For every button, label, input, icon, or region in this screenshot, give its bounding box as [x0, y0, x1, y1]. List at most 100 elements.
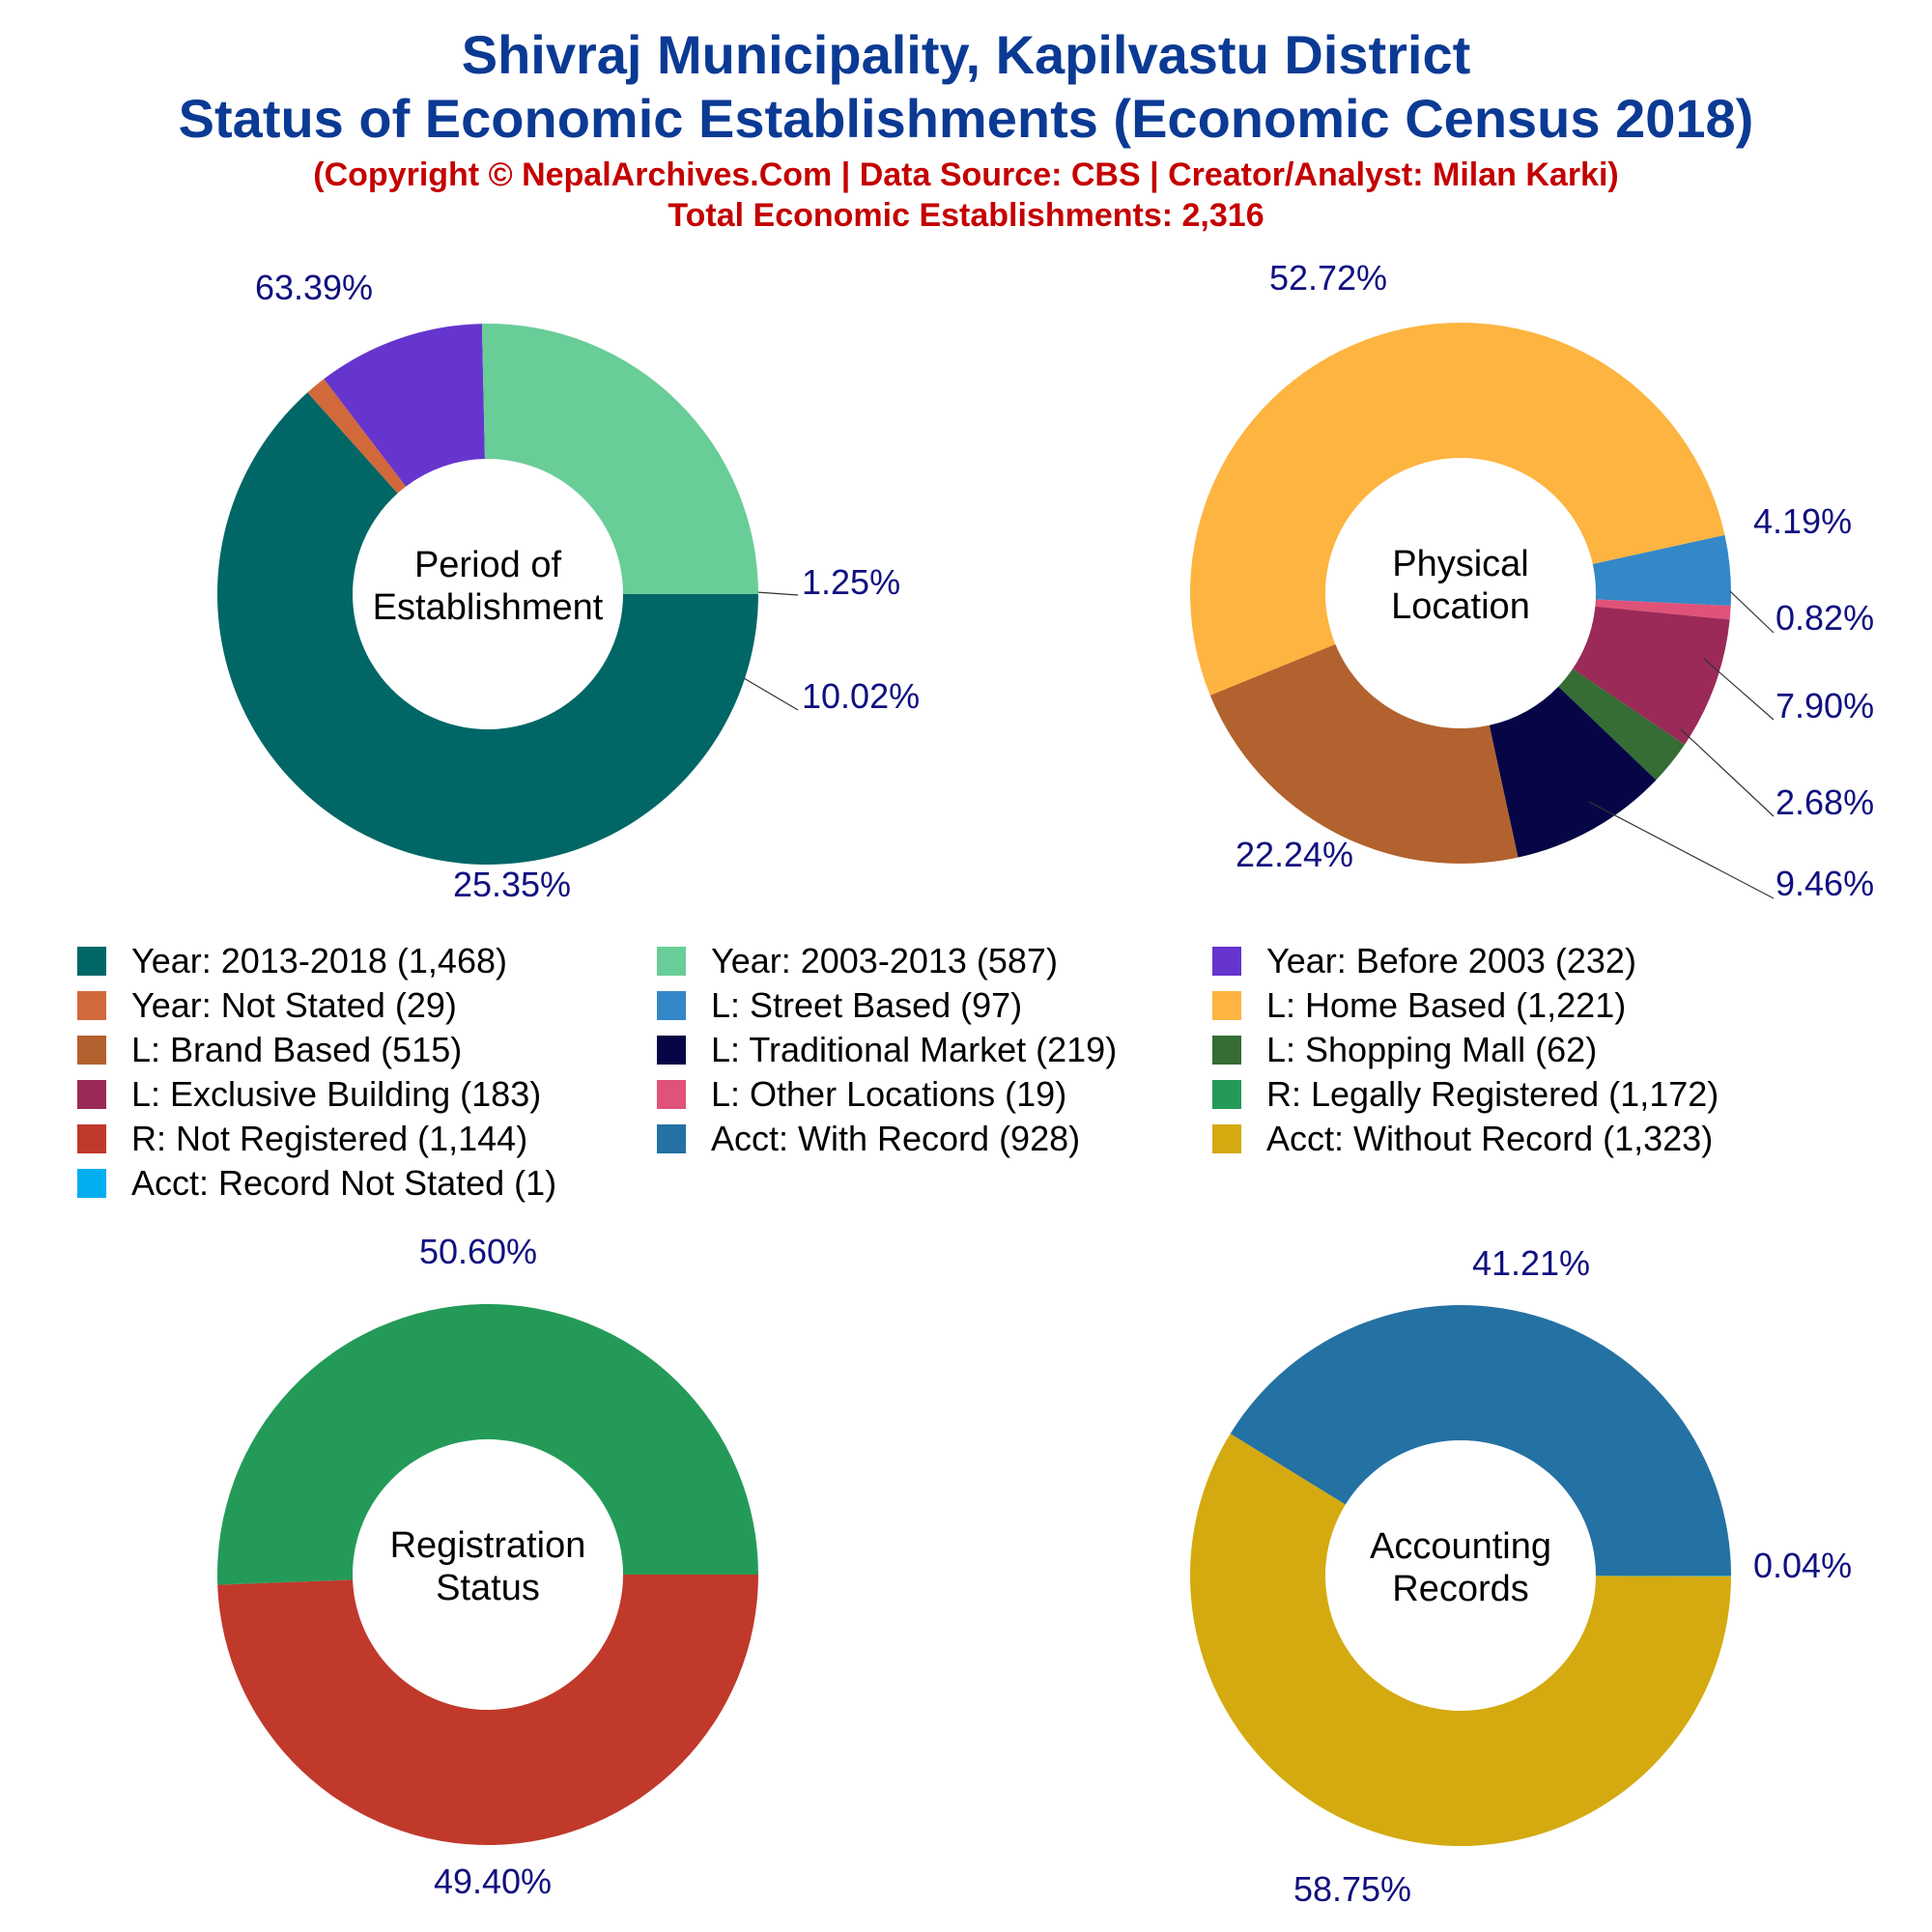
legend-label: L: Exclusive Building (183) [131, 1074, 542, 1114]
slice-l-exclusive-building [1572, 606, 1730, 745]
legend-swatch [1212, 1080, 1241, 1109]
leader-line [1680, 728, 1775, 817]
percent-label: 9.46% [1776, 864, 1874, 903]
leader-line [1703, 658, 1775, 721]
legend-swatch [657, 1080, 686, 1109]
slice-acct-without-record [1190, 1434, 1731, 1847]
chart-subtitle: (Copyright © NepalArchives.Com | Data So… [313, 156, 1619, 193]
legend-item: Acct: Record Not Stated (1) [77, 1163, 557, 1203]
legend-swatch [77, 991, 106, 1020]
legend-label: R: Not Registered (1,144) [131, 1119, 528, 1158]
legend-item: L: Shopping Mall (62) [1212, 1030, 1598, 1069]
percent-label: 50.60% [419, 1232, 537, 1271]
percent-label: 41.21% [1472, 1243, 1590, 1283]
slice-l-other-locations [1595, 599, 1731, 620]
legend-label: Acct: Without Record (1,323) [1266, 1119, 1714, 1158]
percent-label: 0.04% [1753, 1546, 1852, 1585]
legend-item: Acct: With Record (928) [657, 1119, 1081, 1158]
chart-total-label: Total Economic Establishments: 2,316 [668, 197, 1264, 234]
slice-year-not-stated [307, 379, 407, 494]
slice-year-2013-2018 [217, 392, 759, 865]
percent-label: 10.02% [802, 676, 920, 716]
legend-swatch [77, 1036, 106, 1065]
legend-item: Year: Not Stated (29) [77, 985, 457, 1025]
percent-label: 49.40% [434, 1861, 552, 1901]
percent-label: 1.25% [802, 562, 900, 602]
legend-swatch [657, 1124, 686, 1153]
percent-label: 0.82% [1776, 598, 1874, 638]
donut-chart-physical-location: 4.19% 0.82% 7.90% 2.68% 9.46% 22.24% 52.72% Phy… [1190, 258, 1874, 903]
center-label: Registration [390, 1525, 586, 1566]
legend-label: L: Brand Based (515) [131, 1030, 463, 1069]
legend-item: Year: Before 2003 (232) [1212, 941, 1636, 980]
legend-label: Year: Not Stated (29) [131, 985, 457, 1025]
percent-label: 63.39% [255, 268, 373, 307]
slice-l-shopping-mall [1558, 668, 1685, 781]
legend-label: Acct: With Record (928) [711, 1119, 1081, 1158]
legend-item: R: Not Registered (1,144) [77, 1119, 528, 1158]
legend-swatch [77, 947, 106, 976]
center-label: Accounting [1370, 1526, 1551, 1567]
center-label: Physical [1392, 544, 1529, 584]
slice-l-brand-based [1209, 643, 1519, 864]
legend-label: L: Traditional Market (219) [711, 1030, 1118, 1069]
leader-line [1729, 590, 1775, 634]
center-label: Location [1391, 586, 1530, 627]
legend-item: Year: 2013-2018 (1,468) [77, 941, 507, 980]
slice-r-legally-registered [217, 1304, 758, 1585]
legend-label: Acct: Record Not Stated (1) [131, 1163, 557, 1203]
legend-swatch [657, 1036, 686, 1065]
slice-r-not-registered [217, 1575, 759, 1846]
chart-title-line-2: Status of Economic Establishments (Econo… [178, 88, 1754, 149]
slice-year-2003-2013 [481, 324, 758, 594]
chart-title: Shivraj Municipality, Kapilvastu Distric… [461, 24, 1471, 85]
percent-label: 4.19% [1753, 501, 1852, 541]
legend-swatch [1212, 991, 1241, 1020]
legend-item: L: Brand Based (515) [77, 1030, 463, 1069]
percent-label: 52.72% [1269, 258, 1387, 298]
center-label: Period of [414, 545, 562, 585]
percent-label: 7.90% [1776, 686, 1874, 725]
slice-l-street-based [1592, 534, 1731, 607]
legend-swatch [1212, 1036, 1241, 1065]
leader-line [1588, 801, 1775, 899]
legend-swatch [657, 991, 686, 1020]
legend-label: L: Street Based (97) [711, 985, 1023, 1025]
legend-item: L: Home Based (1,221) [1212, 985, 1627, 1025]
legend-label: L: Shopping Mall (62) [1266, 1030, 1598, 1069]
legend-label: R: Legally Registered (1,172) [1266, 1074, 1719, 1114]
slice-acct-with-record [1230, 1305, 1731, 1576]
legend-item: R: Legally Registered (1,172) [1212, 1074, 1719, 1114]
percent-label: 58.75% [1293, 1869, 1411, 1909]
legend-label: L: Other Locations (19) [711, 1074, 1067, 1114]
percent-label: 22.24% [1236, 835, 1353, 874]
legend-label: L: Home Based (1,221) [1266, 985, 1627, 1025]
slice-year-before-2003 [324, 324, 485, 487]
percent-label: 25.35% [453, 865, 571, 904]
legend-item: L: Other Locations (19) [657, 1074, 1067, 1114]
center-label: Status [436, 1568, 540, 1608]
leader-line [755, 591, 799, 596]
legend-swatch [77, 1169, 106, 1198]
legend-label: Year: 2013-2018 (1,468) [131, 941, 507, 980]
leader-line [743, 677, 799, 711]
slice-l-home-based [1190, 323, 1725, 696]
slice-acct-record-not-stated [1595, 1576, 1731, 1577]
legend-item: L: Street Based (97) [657, 985, 1023, 1025]
legend-item: L: Traditional Market (219) [657, 1030, 1118, 1069]
legend-swatch [77, 1080, 106, 1109]
legend-item: Acct: Without Record (1,323) [1212, 1119, 1714, 1158]
legend-swatch [1212, 947, 1241, 976]
legend-swatch [1212, 1124, 1241, 1153]
legend-item: L: Exclusive Building (183) [77, 1074, 542, 1114]
legend-item: Year: 2003-2013 (587) [657, 941, 1058, 980]
center-label: Records [1392, 1569, 1529, 1609]
percent-label: 2.68% [1776, 782, 1874, 822]
legend-swatch [77, 1124, 106, 1153]
legend-label: Year: Before 2003 (232) [1266, 941, 1636, 980]
legend-label: Year: 2003-2013 (587) [711, 941, 1058, 980]
center-label: Establishment [373, 587, 604, 628]
